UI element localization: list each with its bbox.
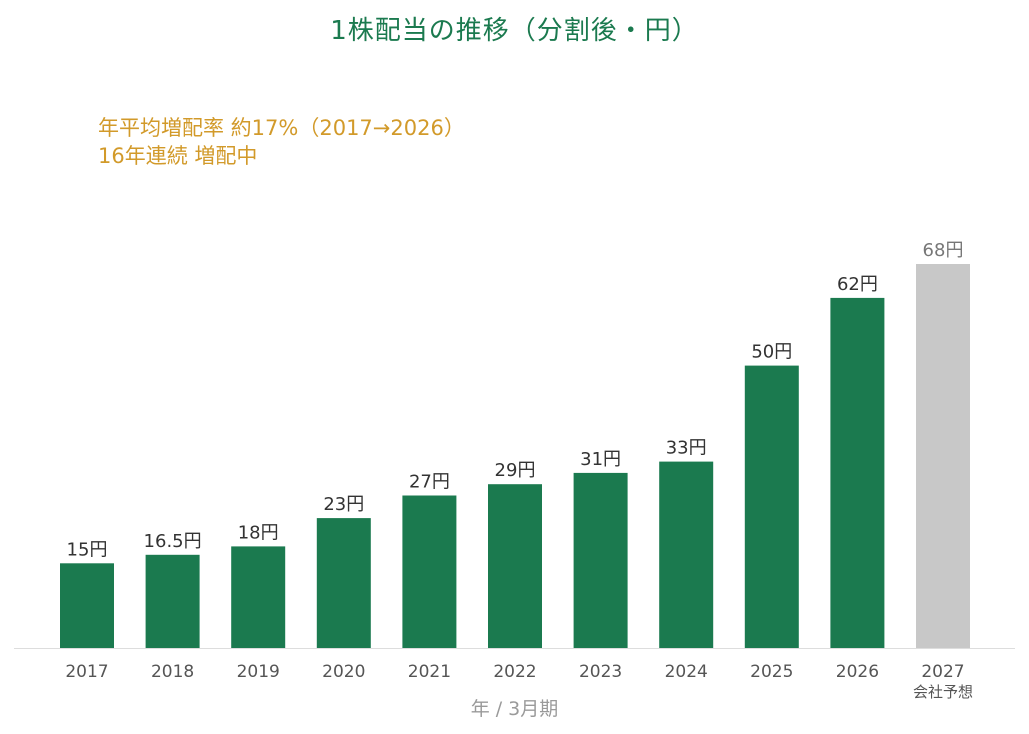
value-label-2020: 23円 (323, 494, 364, 515)
x-tick-label-2020: 2020 (322, 662, 365, 682)
bar-2018 (145, 554, 200, 648)
x-tick-label-2026: 2026 (836, 662, 879, 682)
bar-2026 (830, 297, 885, 648)
x-tick-label-2024: 2024 (665, 662, 708, 682)
x-tick-label-2027: 2027 (921, 662, 964, 682)
cagr-annotation: 年平均増配率 約17%（2017→2026） (98, 116, 465, 140)
bar-2022 (488, 484, 542, 648)
value-label-2018: 16.5円 (144, 531, 202, 552)
x-axis-label: 年 / 3月期 (470, 698, 559, 720)
value-label-2017: 15円 (67, 539, 108, 560)
value-label-2025: 50円 (751, 342, 792, 363)
x-tick-label-2018: 2018 (151, 662, 194, 682)
value-label-2023: 31円 (580, 449, 621, 470)
bar-2025 (744, 365, 799, 648)
value-label-2024: 33円 (666, 438, 707, 459)
value-label-2021: 27円 (409, 472, 450, 493)
x-tick-label-2021: 2021 (408, 662, 451, 682)
x-tick-label-2023: 2023 (579, 662, 622, 682)
value-label-2027: 68円 (923, 240, 964, 261)
bar-forecast-2027 (916, 264, 970, 648)
value-label-2022: 29円 (495, 460, 536, 481)
chart-title: 1株配当の推移（分割後・円） (330, 16, 699, 46)
bar-2020 (316, 518, 371, 648)
bar-2019 (231, 546, 286, 648)
x-tick-label-2017: 2017 (65, 662, 108, 682)
x-tick-sublabel-2027: 会社予想 (913, 683, 973, 701)
x-tick-label-2019: 2019 (237, 662, 280, 682)
bar-2017 (60, 563, 114, 648)
x-tick-label-2025: 2025 (750, 662, 793, 682)
consecutive-increase-annotation: 16年連続 増配中 (98, 144, 258, 168)
bar-2024 (659, 461, 714, 648)
x-tick-label-2022: 2022 (493, 662, 536, 682)
value-label-2026: 62円 (837, 274, 878, 295)
bar-2021 (402, 495, 457, 648)
bar-2023 (573, 472, 628, 648)
value-label-2019: 18円 (238, 522, 279, 543)
